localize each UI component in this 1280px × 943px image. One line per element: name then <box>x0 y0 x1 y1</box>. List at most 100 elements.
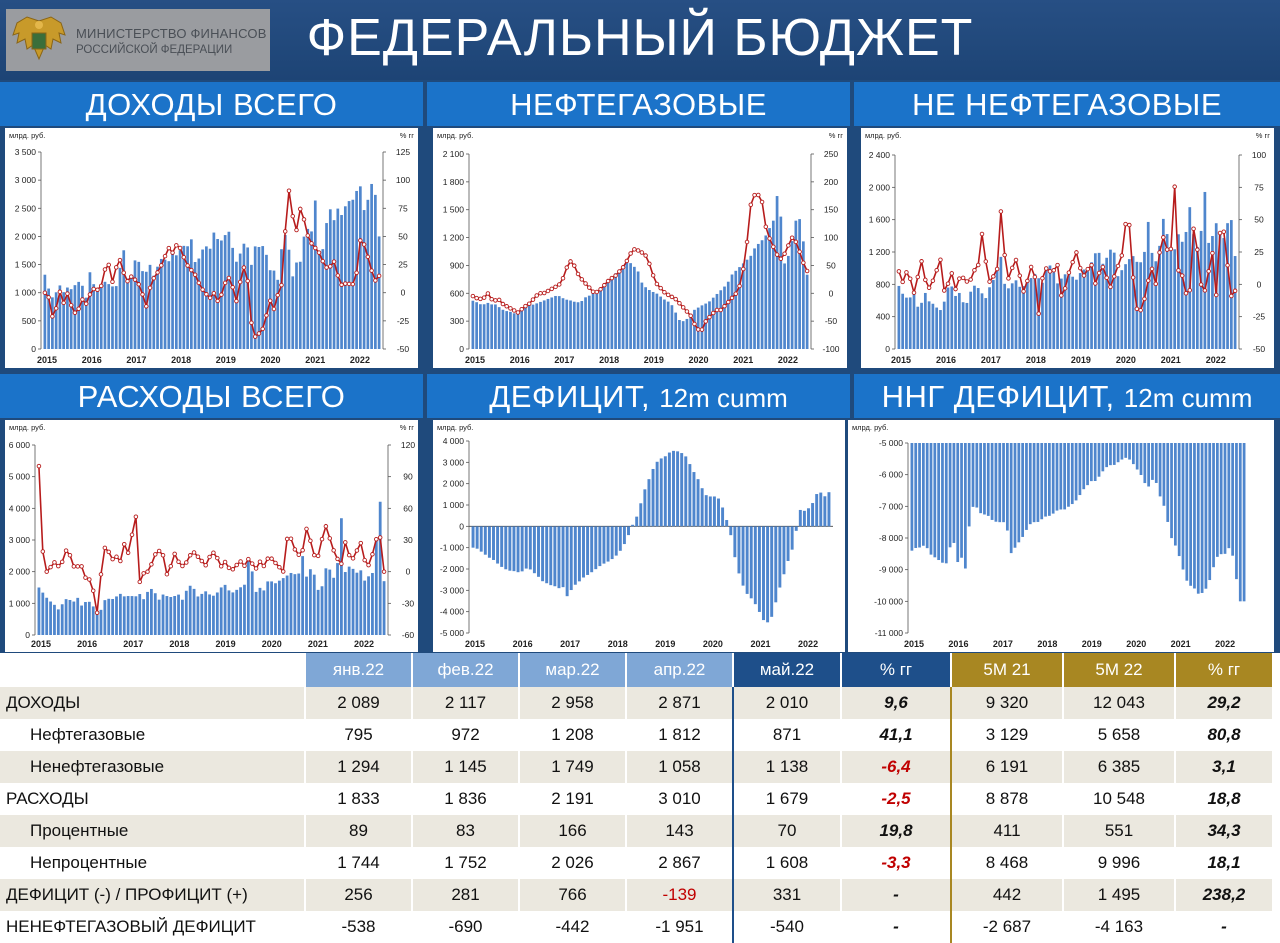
bar <box>778 526 782 588</box>
bar <box>1105 443 1109 468</box>
x-tick-label: 2018 <box>1037 639 1057 649</box>
bar <box>733 526 737 558</box>
bar <box>1090 262 1093 349</box>
yoy-point <box>350 281 356 287</box>
yoy-point <box>703 319 708 324</box>
bar <box>77 281 81 349</box>
bar <box>1227 443 1231 549</box>
yoy-point <box>170 250 175 255</box>
bar <box>490 304 494 349</box>
bar <box>62 292 66 349</box>
yoy-point <box>282 229 288 234</box>
bar <box>159 258 163 349</box>
bar <box>262 590 266 635</box>
table-row: ДЕФИЦИТ (-) / ПРОФИЦИТ (+) 256 281 766 -139 3… <box>0 879 1272 911</box>
table-cell: 3 129 <box>950 719 1063 751</box>
table-cell: 41,1 <box>840 719 951 751</box>
table-cell: 6 191 <box>950 751 1063 783</box>
bar <box>1009 443 1013 554</box>
table-cell: -690 <box>411 911 519 943</box>
yoy-point <box>767 236 772 241</box>
bar <box>382 581 386 635</box>
yoy-point <box>234 562 239 568</box>
bar <box>528 526 532 570</box>
yoy-point <box>159 263 164 268</box>
bar <box>741 526 745 586</box>
y2-tick-label: -50 <box>397 344 410 354</box>
bar <box>584 297 587 349</box>
table-cell: -538 <box>304 911 412 943</box>
bar <box>289 572 293 635</box>
table-cell: 442 <box>950 879 1063 911</box>
bar <box>957 292 961 349</box>
bar <box>708 496 712 527</box>
bar <box>512 526 516 572</box>
bar <box>1071 276 1075 349</box>
table-cell: - <box>840 879 951 911</box>
yoy-point <box>273 560 278 566</box>
yoy-point <box>87 577 92 582</box>
bar <box>602 526 606 564</box>
bar <box>1200 443 1204 593</box>
yoy-point <box>470 293 476 299</box>
bar <box>363 580 367 635</box>
yoy-point <box>376 273 382 279</box>
bar <box>377 236 381 349</box>
bar <box>91 606 95 635</box>
yoy-point <box>1145 278 1151 283</box>
yoy-point <box>374 536 379 542</box>
bar <box>118 593 122 635</box>
bar <box>631 524 635 527</box>
table-cell: 80,8 <box>1174 719 1272 751</box>
table-cell: - <box>1174 911 1272 943</box>
column-header: май.22 <box>732 653 841 687</box>
bar <box>823 496 827 527</box>
yoy-point <box>121 270 126 275</box>
bar <box>633 266 636 349</box>
bar <box>47 288 50 349</box>
yoy-point <box>1059 293 1064 298</box>
yoy-point <box>76 306 81 312</box>
bar <box>324 568 328 635</box>
yoy-point <box>319 536 325 542</box>
bar <box>1063 274 1067 349</box>
table-cell: 1 608 <box>732 847 841 879</box>
bar <box>591 293 595 349</box>
yoy-point <box>257 559 263 564</box>
bar <box>1139 262 1143 349</box>
bar <box>204 591 208 635</box>
bar <box>505 311 509 349</box>
x-tick-label: 2016 <box>77 639 97 649</box>
yoy-point <box>1202 288 1208 293</box>
bar <box>1109 443 1112 466</box>
y2-tick-label: 50 <box>1254 215 1264 225</box>
x-tick-label: 2020 <box>1126 639 1146 649</box>
yoy-point <box>323 524 329 529</box>
bar <box>219 587 223 635</box>
bar <box>111 598 115 635</box>
bar <box>1127 259 1131 349</box>
bar <box>681 321 685 349</box>
bar <box>663 299 666 349</box>
bar <box>1181 443 1185 570</box>
table-cell: - <box>840 911 951 943</box>
bar <box>537 526 540 577</box>
bar <box>644 287 647 349</box>
bar <box>935 307 939 349</box>
yoy-point <box>669 294 675 300</box>
table-cell: 1 495 <box>1062 879 1175 911</box>
bar <box>88 272 92 349</box>
bar <box>965 302 969 349</box>
bar <box>524 526 528 569</box>
yoy-point <box>222 280 228 286</box>
y2-tick-label: 200 <box>824 177 838 187</box>
bar <box>173 596 177 635</box>
yoy-point <box>639 250 645 255</box>
yoy-point <box>331 259 337 264</box>
yoy-point <box>59 559 65 565</box>
y2-tick-label: 0 <box>406 567 411 577</box>
yoy-point <box>102 267 108 272</box>
table-cell: 551 <box>1062 815 1175 847</box>
yoy-point <box>102 545 108 551</box>
yoy-point <box>136 282 142 287</box>
